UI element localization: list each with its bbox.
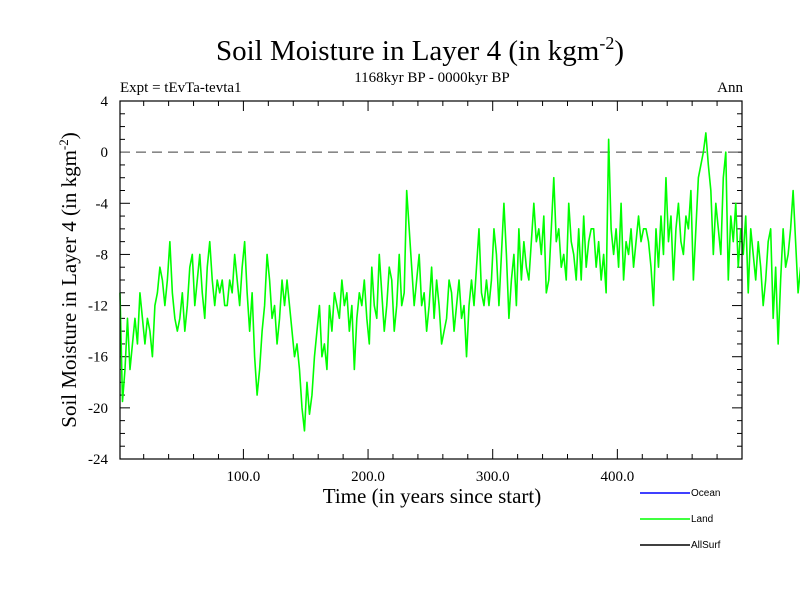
y-axis-label-main: Soil Moisture in Layer 4 (in kgm xyxy=(57,150,81,428)
chart-subtitle: 1168kyr BP - 0000kyr BP xyxy=(354,70,510,86)
x-tick-labels: 100.0 200.0 300.0 400.0 xyxy=(227,469,635,485)
legend-item-allsurf: AllSurf xyxy=(640,540,721,551)
season-label: Ann xyxy=(717,80,743,96)
legend: Ocean Land AllSurf xyxy=(640,488,721,551)
legend-label-allsurf: AllSurf xyxy=(691,540,721,551)
y-tick-label: -4 xyxy=(96,196,109,212)
y-axis-label-close: ) xyxy=(57,132,81,139)
y-tick-label: -8 xyxy=(96,247,109,263)
legend-label-ocean: Ocean xyxy=(691,488,720,499)
chart-title: Soil Moisture in Layer 4 (in kgm-2) xyxy=(216,33,624,67)
plot-frame xyxy=(119,100,743,460)
y-tick-label: -16 xyxy=(88,350,108,366)
y-tick-label: -24 xyxy=(88,452,108,468)
experiment-label: Expt = tEvTa-tevta1 xyxy=(120,80,242,96)
x-tick-label: 400.0 xyxy=(600,469,634,485)
x-axis-label: Time (in years since start) xyxy=(323,484,542,508)
y-tick-label: -12 xyxy=(88,299,108,315)
axis-ticks xyxy=(120,100,742,460)
series-layer xyxy=(119,132,800,432)
chart-title-main: Soil Moisture in Layer 4 (in kgm xyxy=(216,35,600,67)
series-line-land xyxy=(119,132,800,432)
y-tick-label: -20 xyxy=(88,401,108,417)
legend-label-land: Land xyxy=(691,514,713,525)
chart-title-close: ) xyxy=(614,35,624,67)
x-tick-label: 300.0 xyxy=(476,469,510,485)
y-axis-label-superscript: -2 xyxy=(56,139,71,150)
y-tick-labels: 4 0 -4 -8 -12 -16 -20 -24 xyxy=(88,94,109,468)
x-tick-label: 200.0 xyxy=(351,469,385,485)
y-axis-label: Soil Moisture in Layer 4 (in kgm-2) xyxy=(56,132,81,427)
legend-item-land: Land xyxy=(640,514,713,525)
legend-item-ocean: Ocean xyxy=(640,488,720,499)
x-tick-label: 100.0 xyxy=(227,469,261,485)
y-tick-label: 0 xyxy=(101,145,109,161)
chart-title-superscript: -2 xyxy=(599,33,614,53)
y-tick-label: 4 xyxy=(101,94,109,110)
